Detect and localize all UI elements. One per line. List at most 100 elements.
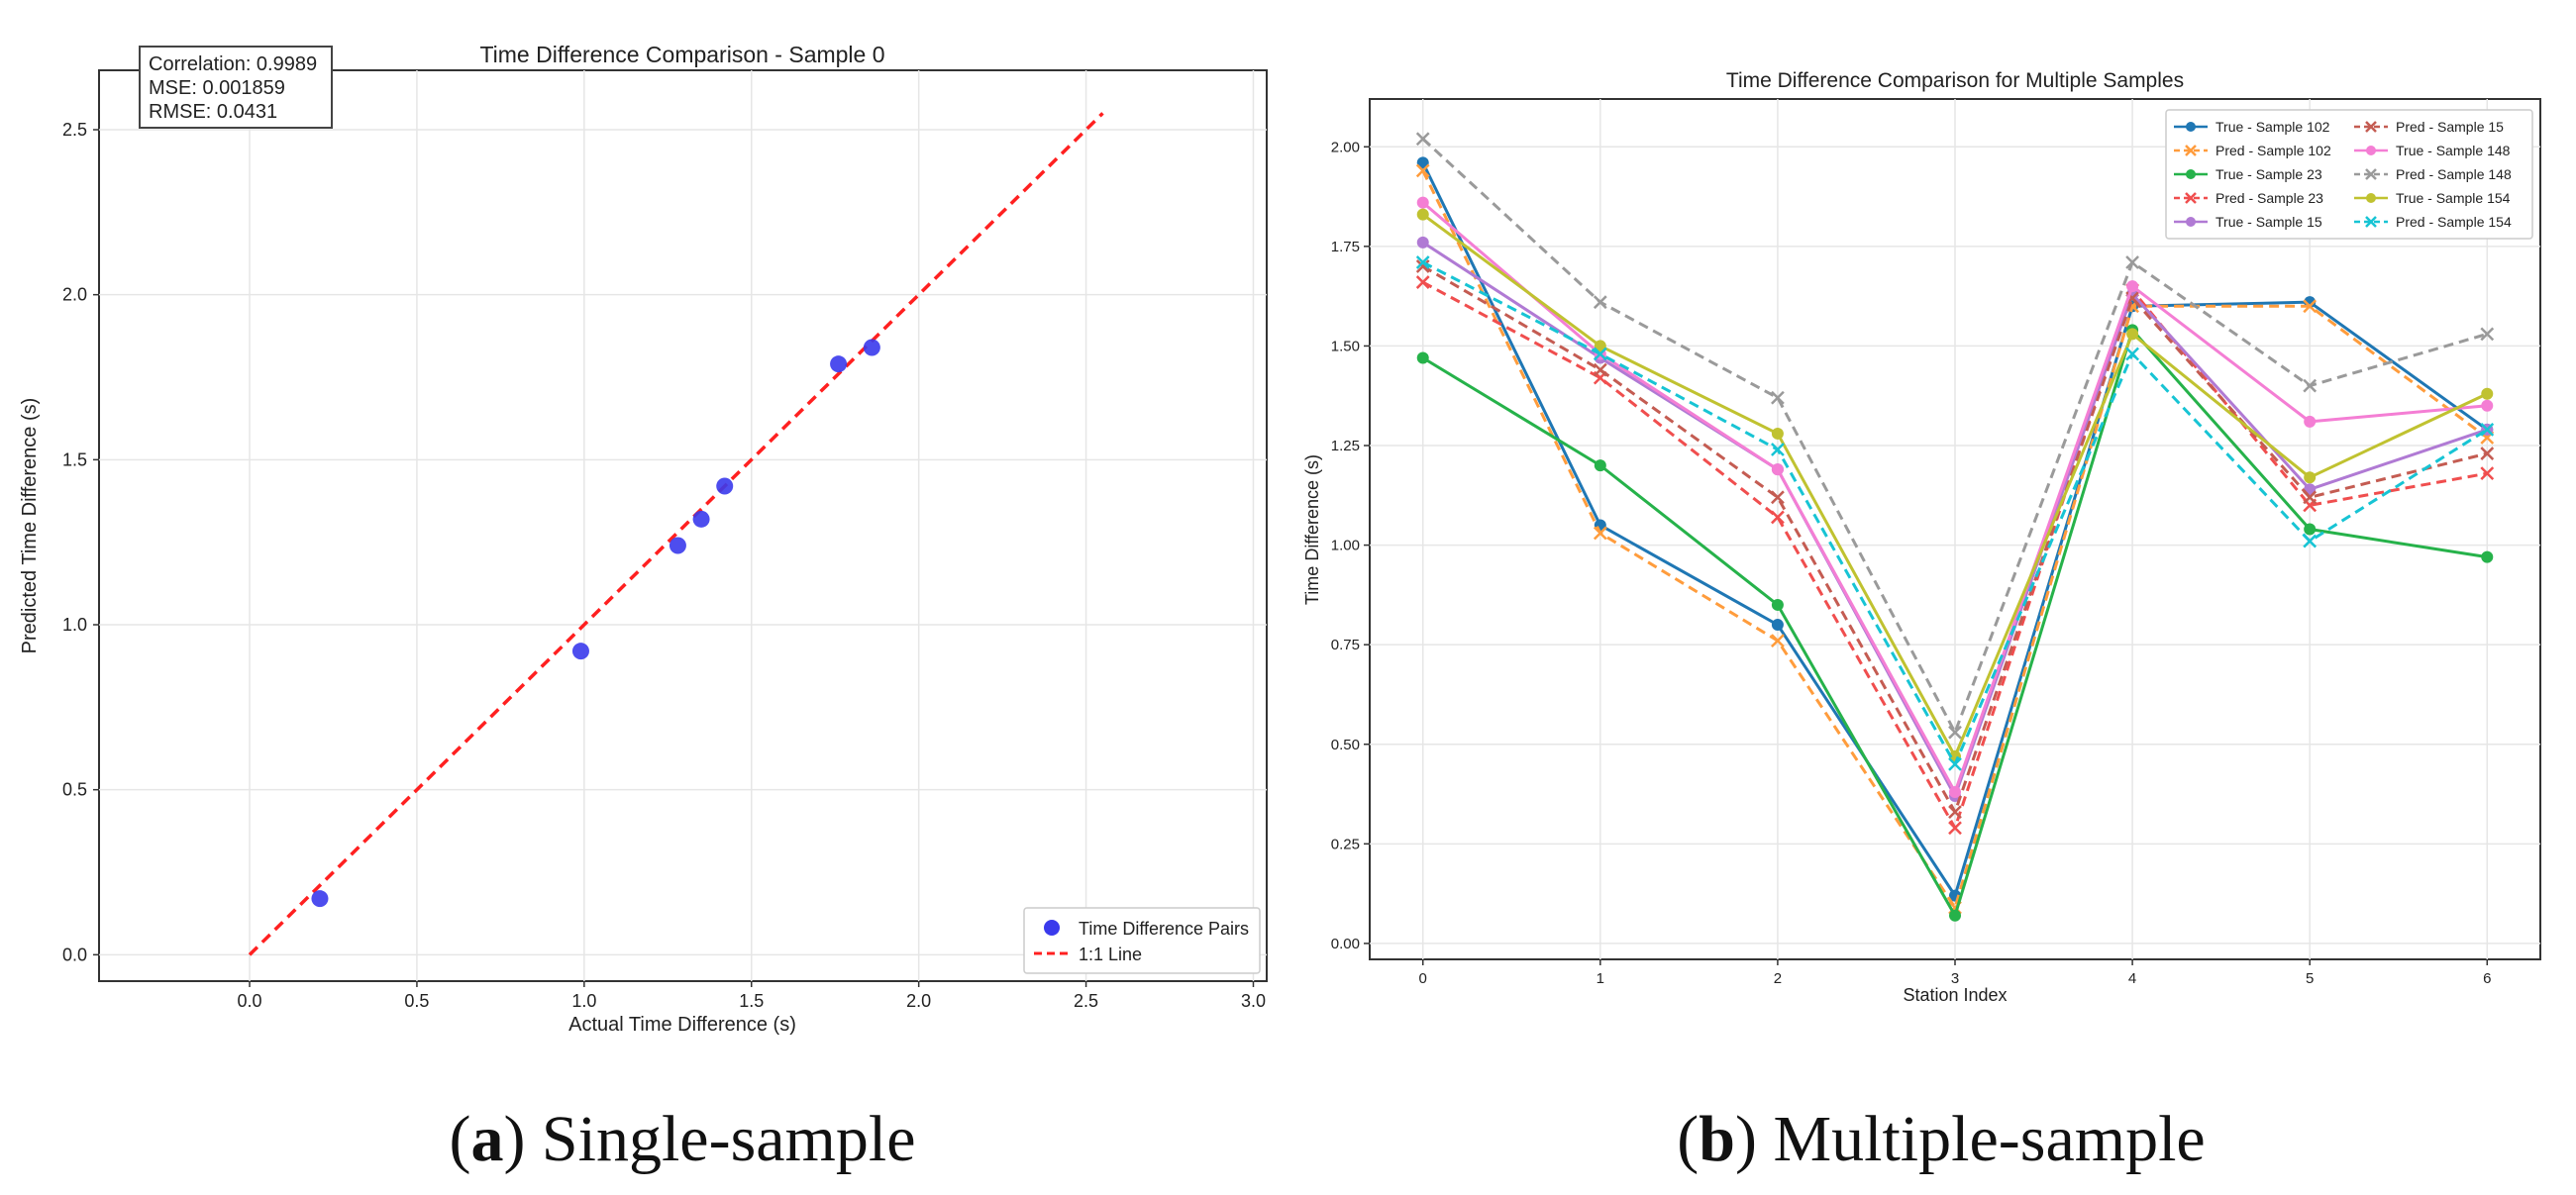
data-point xyxy=(2125,255,2139,269)
legend-label: True - Sample 15 xyxy=(2215,214,2322,230)
x-tick-label: 4 xyxy=(2128,970,2136,987)
identity-line xyxy=(248,112,1104,956)
x-tick-label: 0 xyxy=(1419,970,1427,987)
legend-marker xyxy=(2186,122,2196,132)
legend-label: Pred - Sample 102 xyxy=(2215,143,2331,158)
legend-item: True - Sample 148 xyxy=(2354,143,2511,158)
x-tick-label: 2.0 xyxy=(906,991,931,1011)
data-point xyxy=(2480,447,2495,460)
caption-b-text: Multiple-sample xyxy=(1773,1103,2205,1175)
data-point xyxy=(1416,196,1429,209)
data-point xyxy=(1948,725,1962,740)
scatter-point xyxy=(863,339,880,356)
y-tick-label: 0.25 xyxy=(1331,836,1360,852)
panel-b-grid xyxy=(1370,99,2540,959)
x-tick-label: 0.0 xyxy=(238,991,262,1011)
scatter-point xyxy=(571,643,589,660)
data-point xyxy=(1594,340,1606,352)
panel-b-series xyxy=(1415,132,2495,922)
legend-marker xyxy=(2186,169,2196,179)
data-point xyxy=(1771,619,1784,632)
data-point xyxy=(2480,423,2495,437)
x-tick-label: 2 xyxy=(1774,970,1782,987)
x-tick-label: 3 xyxy=(1951,970,1959,987)
legend-item: Pred - Sample 154 xyxy=(2354,214,2512,230)
data-point xyxy=(1415,259,1430,273)
legend-label: Pred - Sample 23 xyxy=(2215,190,2323,206)
legend-item: True - Sample 102 xyxy=(2174,119,2330,135)
data-point xyxy=(1948,821,1962,836)
series-pred-sample-148 xyxy=(1415,132,2495,740)
data-point xyxy=(1771,490,1785,505)
panel-a-title: Time Difference Comparison - Sample 0 xyxy=(479,42,884,67)
panel-b-xlabel: Station Index xyxy=(1903,985,2007,1005)
caption-b-label: b xyxy=(1699,1103,1735,1175)
panel-b-legend: True - Sample 102 Pred - Sample 102 True -… xyxy=(2165,109,2533,240)
data-point xyxy=(2480,466,2495,481)
caption-a: (a) Single-sample xyxy=(449,1103,915,1175)
panel-b-legend-items: True - Sample 102 Pred - Sample 102 True -… xyxy=(2174,119,2512,230)
stats-rmse: RMSE: 0.0431 xyxy=(149,101,277,123)
data-point xyxy=(1415,255,1430,269)
legend-marker xyxy=(2185,145,2197,156)
data-point xyxy=(2481,399,2494,412)
panel-a-identity-line xyxy=(248,112,1104,956)
legend-marker xyxy=(2365,216,2377,228)
legend-scatter-marker xyxy=(1044,920,1060,936)
legend-label: True - Sample 23 xyxy=(2215,166,2322,182)
data-point xyxy=(2303,490,2318,505)
panel-b-line-chart: 0 1 2 3 4 5 6 0.00 0.25 0.50 0.75 1.00 1.25 1.50 1.75 2… xyxy=(1302,69,2541,1005)
data-point xyxy=(2304,523,2317,536)
scatter-point xyxy=(692,510,710,528)
legend-label: Pred - Sample 148 xyxy=(2396,166,2512,182)
data-point xyxy=(1771,390,1785,405)
legend-marker xyxy=(2365,121,2377,133)
data-point xyxy=(2481,550,2494,563)
x-tick-label: 1 xyxy=(1597,970,1604,987)
data-point xyxy=(2480,327,2495,342)
caption-b: (b) Multiple-sample xyxy=(1677,1103,2205,1175)
scatter-point xyxy=(311,890,329,908)
legend-item: True - Sample 23 xyxy=(2174,166,2322,182)
legend-item: True - Sample 15 xyxy=(2174,214,2322,230)
legend-identity-label: 1:1 Line xyxy=(1079,945,1142,964)
x-tick-label: 1.0 xyxy=(571,991,596,1011)
legend-item: True - Sample 154 xyxy=(2354,190,2511,206)
data-point xyxy=(1416,208,1429,221)
data-point xyxy=(1771,463,1784,476)
data-point xyxy=(1593,362,1607,377)
data-point xyxy=(2126,328,2139,341)
data-point xyxy=(1594,459,1606,472)
data-point xyxy=(2303,299,2318,314)
y-tick-label: 1.0 xyxy=(62,615,87,635)
series-pred-sample-15 xyxy=(1415,259,2495,820)
scatter-point xyxy=(669,537,686,554)
panel-a-axis-ticks: 0.0 0.5 1.0 1.5 2.0 2.5 3.0 0.0 0.5 1.0 1.5 2.0 2.5 xyxy=(62,120,1266,1011)
legend-marker xyxy=(2365,168,2377,180)
panel-a-legend: Time Difference Pairs 1:1 Line xyxy=(1023,907,1261,974)
data-point xyxy=(1416,351,1429,364)
y-tick-label: 0.75 xyxy=(1331,637,1360,653)
data-point xyxy=(1415,275,1430,289)
y-tick-label: 0.00 xyxy=(1331,936,1360,952)
stats-correlation: Correlation: 0.9989 xyxy=(149,53,317,75)
data-point xyxy=(1948,805,1962,820)
y-tick-label: 2.0 xyxy=(62,285,87,305)
x-tick-label: 3.0 xyxy=(1241,991,1266,1011)
data-point xyxy=(1416,156,1429,169)
legend-label: Pred - Sample 154 xyxy=(2396,214,2512,230)
panel-b-title: Time Difference Comparison for Multiple … xyxy=(1726,69,2184,92)
data-point xyxy=(1416,236,1429,249)
data-point xyxy=(1593,295,1607,310)
panel-a-xlabel: Actual Time Difference (s) xyxy=(568,1014,796,1036)
data-point xyxy=(1771,598,1784,611)
legend-marker xyxy=(2185,192,2197,204)
data-point xyxy=(2304,415,2317,428)
data-point xyxy=(1593,347,1607,361)
legend-label: Pred - Sample 15 xyxy=(2396,119,2504,135)
legend-marker xyxy=(2366,193,2376,203)
data-point xyxy=(1415,132,1430,147)
data-point xyxy=(1949,909,1961,922)
legend-label: True - Sample 148 xyxy=(2396,143,2511,158)
